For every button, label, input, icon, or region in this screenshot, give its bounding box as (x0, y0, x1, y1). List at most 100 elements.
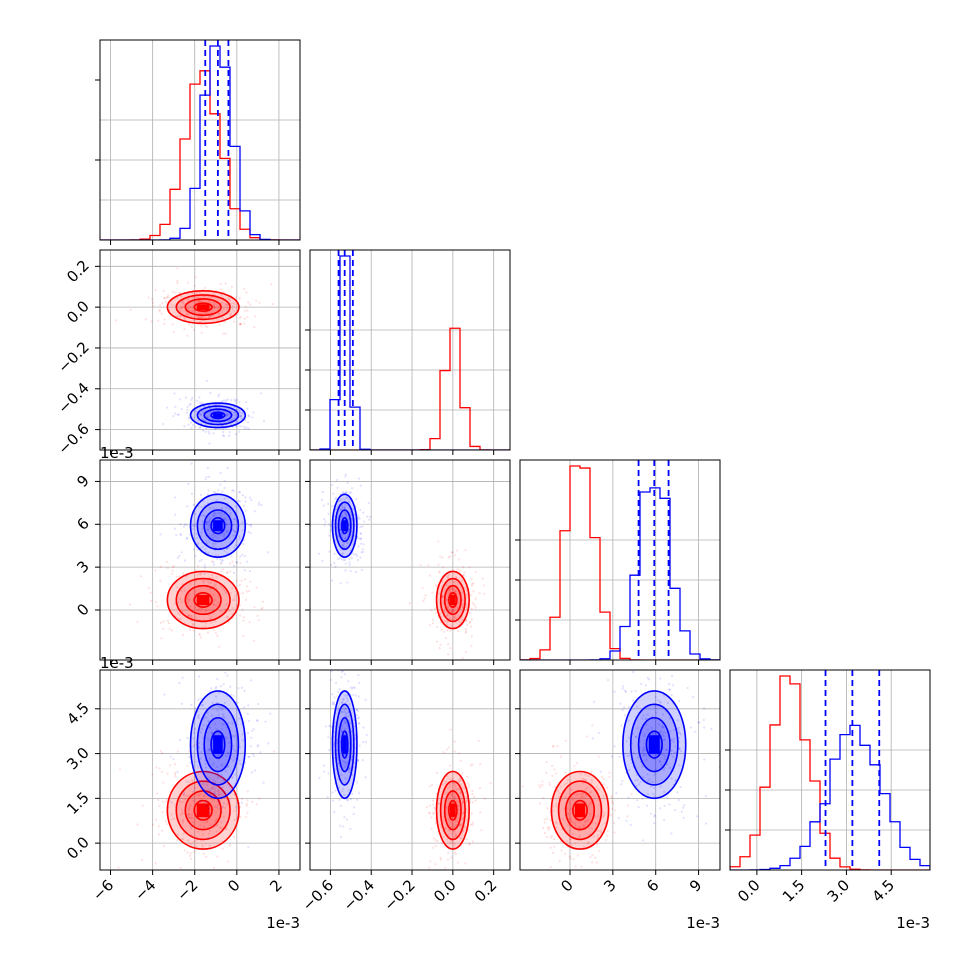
sample-point-3-0-s0 (241, 797, 244, 801)
sample-point-3-0-s1 (218, 801, 221, 804)
sample-point-2-0-s1 (208, 518, 211, 522)
sample-point-3-2-s0 (552, 745, 555, 748)
sample-point-3-1-s0 (442, 836, 445, 839)
sample-point-3-1-s0 (436, 839, 439, 843)
sample-point-2-1-s0 (453, 580, 456, 583)
sample-point-3-2-s1 (643, 753, 646, 756)
sample-point-3-2-s1 (644, 717, 647, 721)
sample-point-2-1-s0 (473, 603, 476, 607)
sample-point-2-0-s1 (250, 498, 253, 502)
sample-point-2-0-s1 (237, 499, 240, 502)
sample-point-3-0-s0 (173, 817, 176, 820)
sample-point-3-0-s1 (217, 773, 220, 776)
scatter-group-3-0 (117, 654, 276, 869)
sample-point-3-0-s0 (174, 771, 177, 774)
sample-point-3-1-s0 (448, 842, 451, 845)
sample-point-1-0-s0 (197, 300, 200, 303)
sample-point-3-1-s0 (457, 780, 460, 783)
sample-point-3-2-s0 (571, 832, 575, 836)
sample-point-3-0-s1 (178, 738, 182, 741)
sample-point-3-2-s1 (705, 822, 708, 825)
sample-point-3-1-s0 (447, 746, 451, 749)
sample-point-2-0-s0 (217, 554, 220, 557)
sample-point-3-1-s1 (350, 792, 354, 795)
sample-point-2-0-s1 (190, 462, 193, 465)
sample-point-1-0-s1 (198, 426, 201, 430)
sample-point-3-0-s1 (199, 799, 202, 803)
sample-point-1-0-s1 (208, 432, 211, 435)
sample-point-3-0-s0 (223, 806, 226, 810)
sample-point-2-1-s0 (445, 628, 449, 632)
sample-point-3-2-s0 (563, 783, 566, 786)
sample-point-3-2-s0 (580, 792, 583, 796)
sample-point-2-0-s1 (214, 553, 217, 557)
sample-point-3-1-s1 (343, 710, 346, 713)
sample-point-3-1-s0 (439, 858, 443, 861)
sample-point-3-2-s0 (551, 764, 554, 768)
sample-point-2-1-s1 (336, 486, 339, 489)
sample-point-3-2-s0 (602, 795, 605, 798)
sample-point-2-0-s1 (234, 544, 237, 547)
sample-point-3-0-s1 (234, 773, 237, 776)
sample-point-3-1-s0 (428, 804, 432, 807)
sample-point-3-2-s0 (596, 833, 600, 837)
sample-point-3-2-s1 (634, 735, 638, 738)
sample-point-2-0-s0 (156, 605, 159, 608)
sample-point-1-0-s1 (172, 414, 175, 418)
y-tick-label-3-3: 4.5 (63, 699, 93, 729)
sample-point-3-1-s1 (365, 733, 368, 736)
sample-point-2-0-s1 (233, 518, 237, 521)
sample-point-1-0-s0 (231, 308, 234, 311)
sample-point-2-0-s0 (162, 627, 165, 631)
sample-point-3-0-s1 (239, 763, 242, 766)
sample-point-3-2-s1 (637, 756, 640, 759)
sample-point-2-1-s0 (433, 607, 437, 610)
sample-point-3-0-s1 (210, 687, 213, 690)
sample-point-3-2-s0 (555, 826, 558, 829)
sample-point-2-0-s1 (187, 482, 190, 485)
sample-point-3-2-s1 (632, 752, 635, 755)
sample-point-2-1-s0 (419, 563, 422, 567)
sample-point-2-1-s0 (460, 579, 464, 582)
sample-point-3-2-s1 (680, 810, 683, 813)
sample-point-2-0-s0 (257, 618, 261, 622)
sample-point-3-0-s1 (204, 762, 207, 766)
sample-point-3-0-s0 (218, 826, 221, 829)
sample-point-3-2-s0 (599, 830, 602, 833)
sample-point-1-0-s1 (174, 405, 177, 408)
sample-point-3-1-s0 (448, 764, 451, 767)
sample-point-2-0-s1 (204, 478, 207, 481)
sample-point-3-2-s1 (654, 732, 657, 735)
sample-point-1-0-s1 (188, 416, 191, 419)
sample-point-2-1-s0 (453, 590, 456, 593)
y-tick-label-2-2: 6 (73, 514, 92, 533)
sample-point-2-1-s1 (328, 534, 331, 537)
sample-point-2-1-s1 (331, 483, 334, 487)
sample-point-3-2-s0 (551, 851, 555, 855)
sample-point-3-1-s0 (480, 829, 483, 832)
sample-point-2-1-s0 (451, 551, 454, 554)
sample-point-2-0-s0 (172, 565, 175, 568)
sample-point-3-2-s1 (674, 745, 677, 748)
sample-point-2-0-s0 (219, 562, 223, 565)
sample-point-1-0-s1 (162, 422, 165, 426)
sample-point-3-0-s0 (195, 839, 198, 842)
sample-point-3-2-s1 (666, 796, 669, 799)
sample-point-3-0-s1 (202, 665, 204, 667)
sample-point-3-1-s1 (328, 724, 331, 727)
sample-point-2-0-s0 (208, 582, 211, 585)
sample-point-3-1-s0 (460, 797, 463, 800)
sample-point-2-1-s0 (440, 628, 443, 631)
sample-point-2-0-s1 (192, 548, 196, 551)
sample-point-1-0-s0 (231, 304, 234, 308)
sample-point-3-0-s1 (188, 654, 190, 656)
sample-point-3-2-s0 (582, 824, 585, 827)
sample-point-3-1-s1 (356, 759, 359, 762)
sample-point-2-0-s1 (223, 550, 226, 553)
sample-point-2-0-s1 (229, 512, 232, 515)
sample-point-2-0-s1 (232, 571, 236, 574)
sample-point-3-1-s0 (468, 843, 472, 846)
sample-point-2-0-s0 (226, 571, 229, 574)
sample-point-1-0-s0 (166, 296, 169, 299)
sample-point-3-1-s0 (433, 837, 436, 840)
